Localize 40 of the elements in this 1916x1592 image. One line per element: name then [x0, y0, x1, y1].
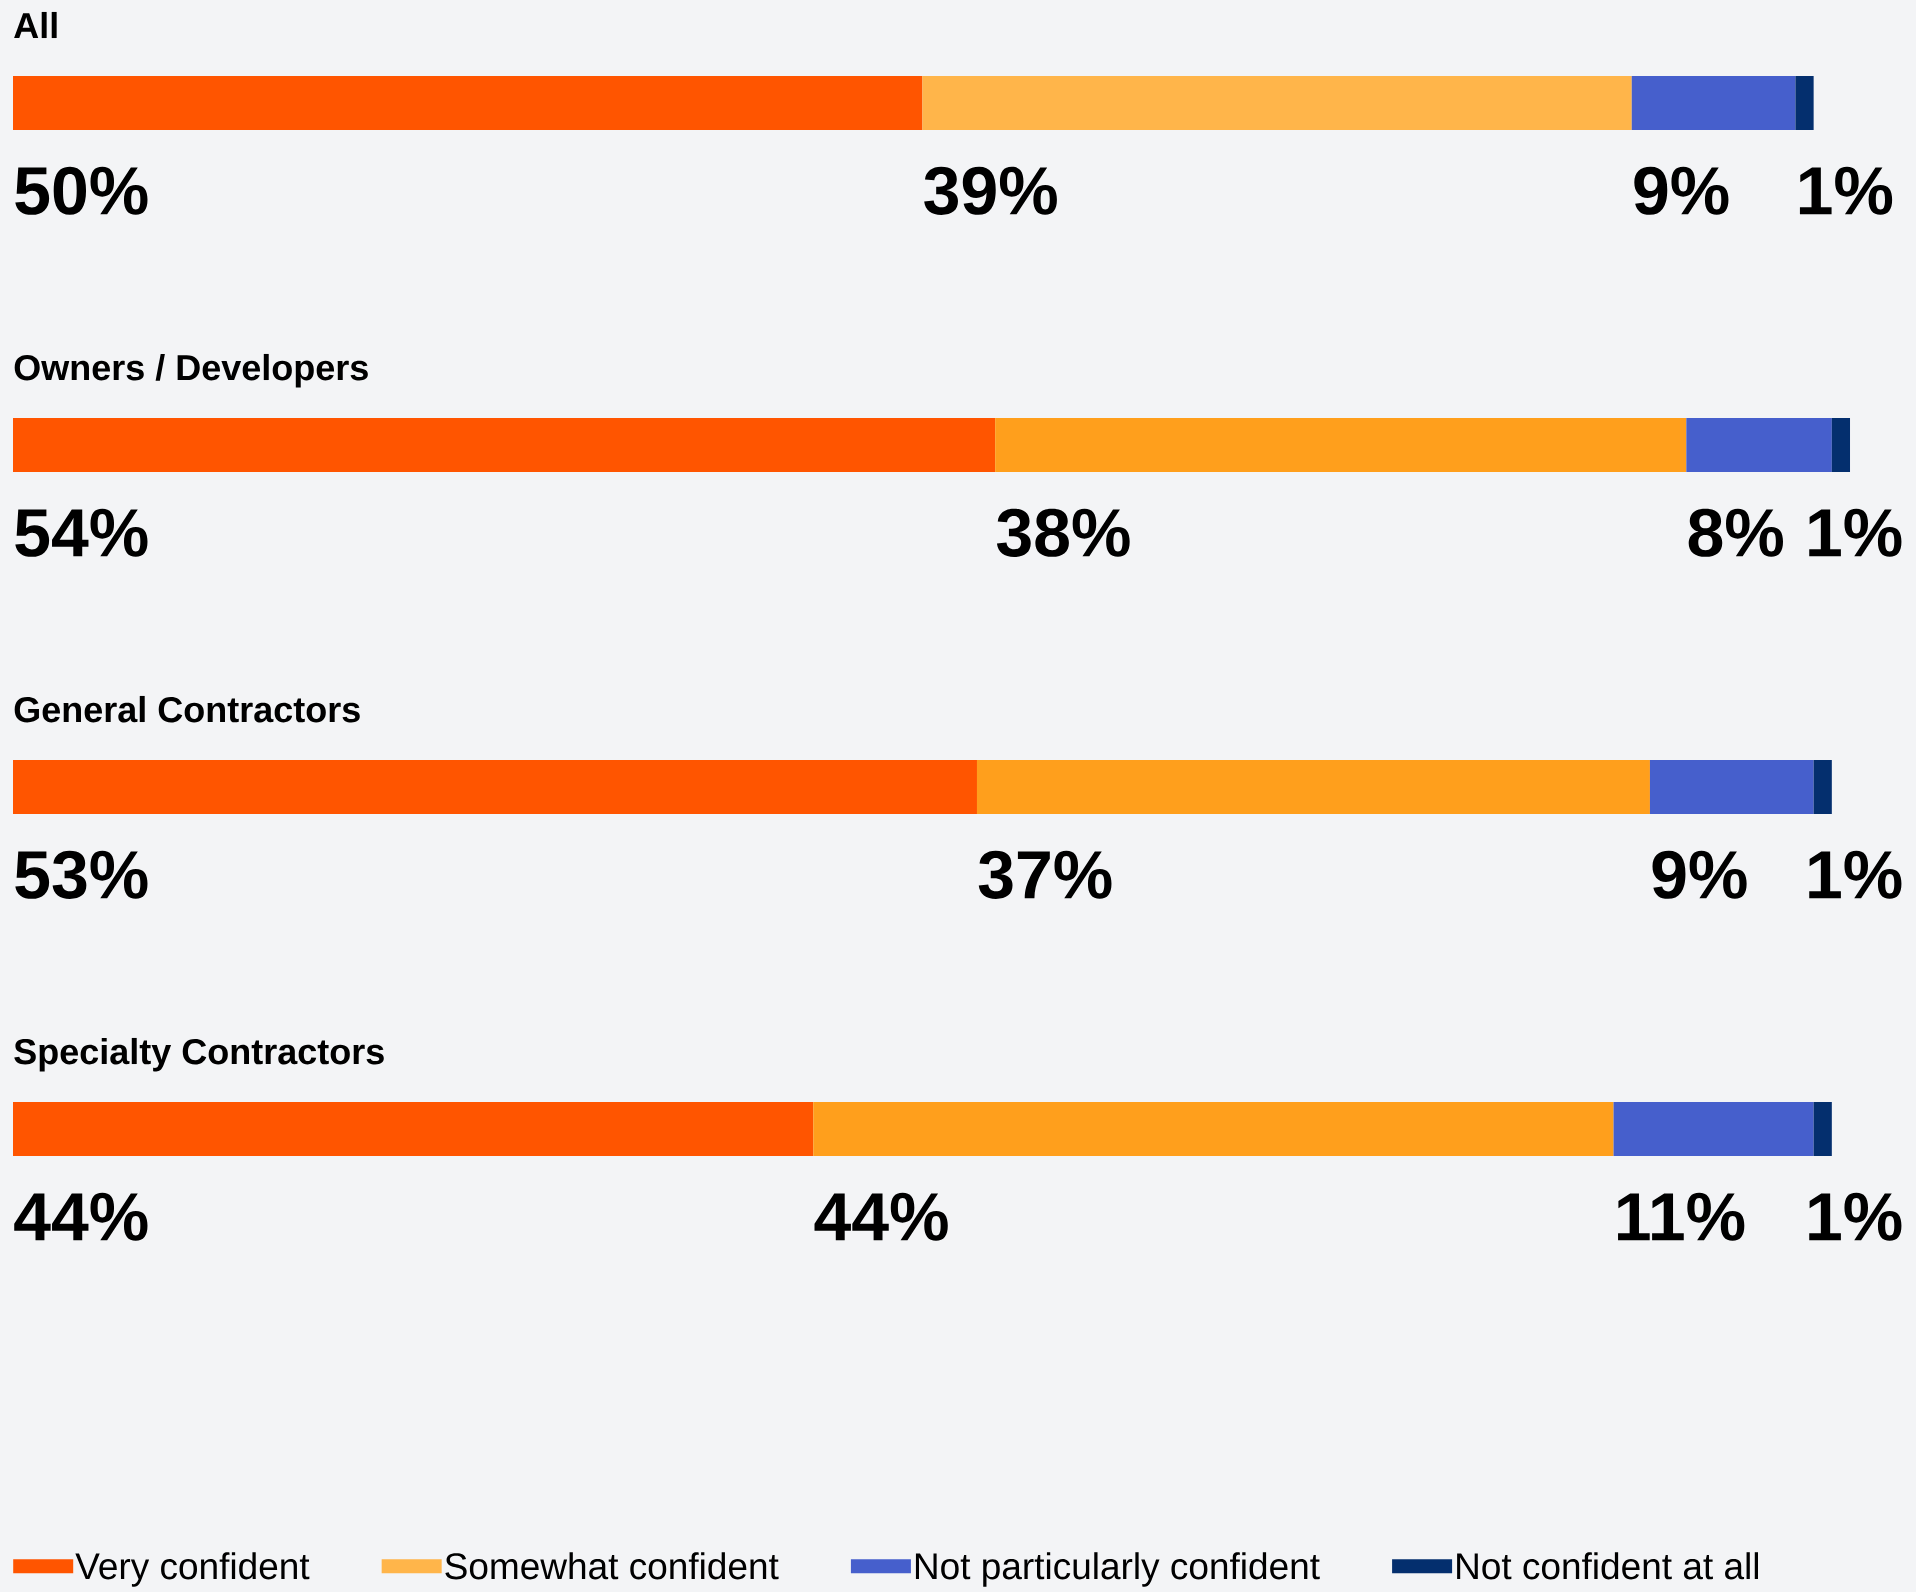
- data-label: 50%: [15, 166, 148, 215]
- data-label: 38%: [996, 508, 1130, 557]
- bar: [1649, 760, 1814, 815]
- data-label: 37%: [978, 850, 1112, 899]
- bar: [1686, 418, 1832, 473]
- bar: [1613, 1102, 1814, 1157]
- y-tick-label: Specialty Contractors: [14, 1037, 384, 1072]
- bar: [1813, 760, 1832, 815]
- bar: [813, 1102, 1614, 1157]
- data-label: 9%: [1652, 850, 1747, 899]
- y-tick-label: General Contractors: [14, 695, 360, 723]
- data-label: 1%: [1809, 850, 1902, 899]
- bar: [13, 76, 923, 131]
- data-label: 8%: [1688, 508, 1783, 557]
- bar: [13, 418, 996, 473]
- legend-label: Not particularly confident: [915, 1552, 1320, 1587]
- data-label: 39%: [924, 166, 1057, 215]
- legend-label: Not confident at all: [1457, 1552, 1759, 1580]
- legend-label: Somewhat confident: [445, 1552, 779, 1580]
- bar: [995, 418, 1687, 473]
- bar: [13, 760, 977, 815]
- data-label: 9%: [1634, 166, 1729, 215]
- data-label: 1%: [1809, 508, 1902, 557]
- bar: [13, 1102, 814, 1157]
- bar: [1831, 418, 1851, 473]
- bar: [976, 760, 1650, 815]
- bar: [922, 76, 1632, 131]
- y-tick-label: Owners / Developers: [14, 353, 368, 388]
- data-label: 53%: [15, 850, 148, 899]
- bar: [1813, 1102, 1832, 1157]
- data-label: 1%: [1799, 166, 1893, 215]
- bar: [1631, 76, 1796, 131]
- data-label: 1%: [1809, 1192, 1902, 1241]
- data-label: 54%: [15, 508, 148, 557]
- legend-label: Very confident: [75, 1552, 310, 1587]
- y-tick-label: All: [14, 11, 57, 39]
- data-label: 11%: [1618, 1192, 1745, 1241]
- bar: [1795, 76, 1814, 131]
- data-label: 44%: [814, 1192, 948, 1241]
- data-label: 44%: [14, 1192, 148, 1241]
